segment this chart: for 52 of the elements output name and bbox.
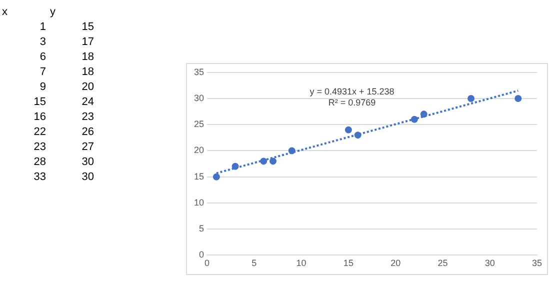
- annotation: y = 0.4931x + 15.238: [310, 86, 394, 96]
- text: 15: [80, 20, 95, 34]
- y-tick-label: 30: [194, 93, 204, 103]
- text: 17: [80, 34, 95, 49]
- point: [354, 132, 362, 139]
- text: x: [1, 4, 8, 19]
- text: 7: [38, 64, 47, 79]
- point: [420, 110, 428, 118]
- text: 30: [80, 170, 95, 184]
- text: 27: [80, 140, 95, 154]
- y-tick-label: 0: [198, 250, 204, 260]
- text: 3: [38, 34, 47, 49]
- y-tick-label: 25: [194, 119, 204, 130]
- x-tick-label: 25: [438, 258, 448, 268]
- x-tick-label: 10: [296, 258, 306, 268]
- x-tick-label: 5: [252, 258, 257, 268]
- text: 30: [80, 154, 95, 169]
- point: [270, 158, 277, 165]
- text: 23: [32, 140, 47, 154]
- point: [344, 126, 352, 134]
- text: 24: [80, 94, 95, 109]
- text: 23: [80, 110, 95, 124]
- text: 15: [32, 94, 47, 109]
- annotation: R² = 0.9769: [328, 97, 376, 108]
- text: 18: [80, 64, 95, 79]
- text: 26: [80, 124, 95, 139]
- text: 33: [32, 170, 47, 184]
- point: [410, 116, 418, 123]
- text: 22: [32, 124, 47, 139]
- y-tick-label: 10: [194, 197, 204, 208]
- y-tick-label: 35: [194, 66, 204, 77]
- x-tick-label: 35: [532, 258, 542, 268]
- text: y: [49, 4, 56, 19]
- text: 9: [38, 80, 47, 94]
- point: [232, 162, 239, 170]
- x-tick-label: 15: [343, 258, 354, 268]
- y-tick-label: 15: [194, 171, 204, 182]
- x-tick-label: 30: [484, 258, 495, 268]
- point: [212, 173, 220, 180]
- y-tick-label: 5: [198, 224, 204, 234]
- point: [468, 95, 474, 102]
- text: 18: [80, 50, 95, 64]
- y-tick-label: 20: [194, 145, 204, 156]
- text: 1: [38, 20, 47, 34]
- text: 6: [38, 50, 47, 64]
- point: [260, 158, 268, 165]
- text: 28: [32, 154, 47, 169]
- x-tick-label: 20: [390, 258, 401, 268]
- point: [514, 95, 522, 102]
- text: 16: [32, 110, 47, 124]
- point: [288, 147, 296, 154]
- text: 20: [80, 80, 95, 94]
